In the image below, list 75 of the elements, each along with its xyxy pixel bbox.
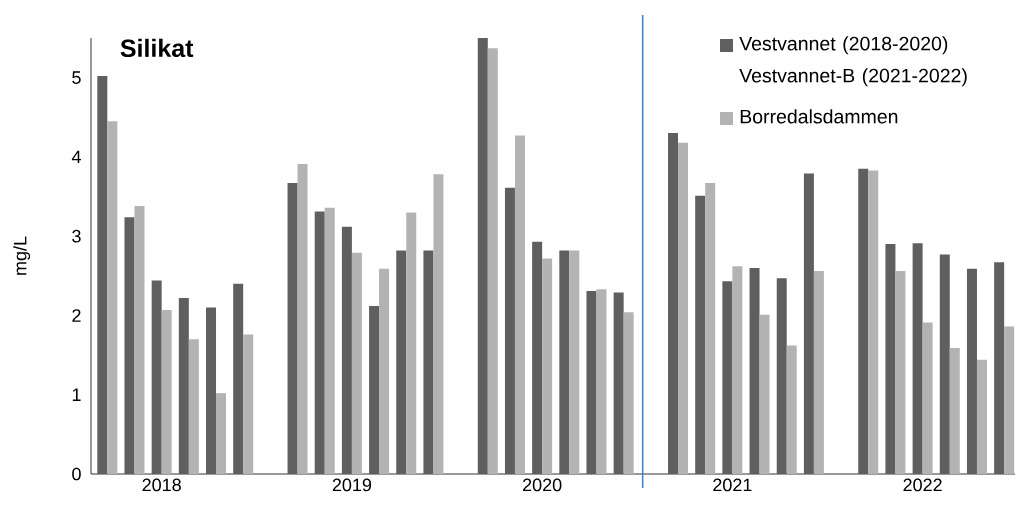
y-tick-label: 3 xyxy=(72,229,81,243)
bar xyxy=(379,268,390,474)
bar xyxy=(722,281,733,474)
bar xyxy=(151,280,162,474)
bar xyxy=(966,268,977,474)
bar xyxy=(786,345,797,474)
bar xyxy=(124,217,135,474)
y-axis-title: mg/L xyxy=(13,236,31,275)
chart-title: Silikat xyxy=(120,38,194,58)
bar xyxy=(858,168,869,474)
bar xyxy=(759,314,770,474)
bar xyxy=(423,250,434,474)
bar xyxy=(912,243,923,474)
bar xyxy=(433,174,444,474)
bar xyxy=(559,250,570,474)
x-tick-label: 2020 xyxy=(523,478,562,492)
bar xyxy=(586,290,597,474)
legend-label: Borredalsdammen xyxy=(740,109,898,124)
bar xyxy=(976,359,987,474)
x-tick-label: 2019 xyxy=(332,478,372,492)
x-tick-label: 2022 xyxy=(903,478,942,492)
bar xyxy=(613,292,624,474)
bar xyxy=(1004,326,1015,474)
bar xyxy=(922,322,933,474)
bar xyxy=(341,226,352,474)
bar xyxy=(776,278,787,474)
bar xyxy=(895,271,906,474)
bar xyxy=(813,271,824,474)
bar xyxy=(324,207,335,474)
legend-label: Vestvannet (2018-2020) Vestvannet-B (2021-2022) xyxy=(739,36,967,87)
y-tick-label: 2 xyxy=(72,309,81,322)
bar xyxy=(216,393,227,474)
bar xyxy=(314,211,325,474)
y-tick-label: 4 xyxy=(71,150,81,164)
bar xyxy=(351,252,362,474)
bar xyxy=(297,164,308,474)
bar xyxy=(569,250,580,474)
bar xyxy=(803,173,814,474)
bar xyxy=(487,48,498,474)
bar xyxy=(994,262,1005,474)
y-tick-label: 5 xyxy=(72,71,81,84)
bar xyxy=(949,347,960,474)
bar xyxy=(206,307,217,474)
bar xyxy=(868,170,879,474)
bar xyxy=(287,183,298,474)
bar xyxy=(695,195,706,474)
bar xyxy=(623,312,634,474)
bar xyxy=(243,334,254,474)
bar xyxy=(134,206,145,474)
bar xyxy=(542,258,553,474)
bar xyxy=(161,309,172,474)
bar xyxy=(732,266,743,474)
bar xyxy=(188,339,199,474)
bar xyxy=(532,241,543,474)
bar xyxy=(939,254,950,474)
x-tick-label: 2018 xyxy=(142,478,181,492)
bar xyxy=(596,289,607,474)
bar xyxy=(514,135,525,474)
y-tick-label: 1 xyxy=(72,388,81,401)
bar xyxy=(477,38,488,474)
bar xyxy=(233,283,244,474)
bar xyxy=(678,142,689,474)
bar xyxy=(504,187,515,474)
x-tick-label: 2021 xyxy=(713,478,752,492)
bar xyxy=(369,305,380,474)
bar xyxy=(178,298,189,474)
bar xyxy=(705,183,716,474)
bar xyxy=(749,267,760,474)
bar xyxy=(885,244,896,474)
bar xyxy=(668,133,679,474)
bar xyxy=(406,212,417,474)
bar xyxy=(107,121,118,474)
bar xyxy=(97,76,108,474)
y-tick-label: 0 xyxy=(72,467,81,481)
bar xyxy=(396,250,407,474)
